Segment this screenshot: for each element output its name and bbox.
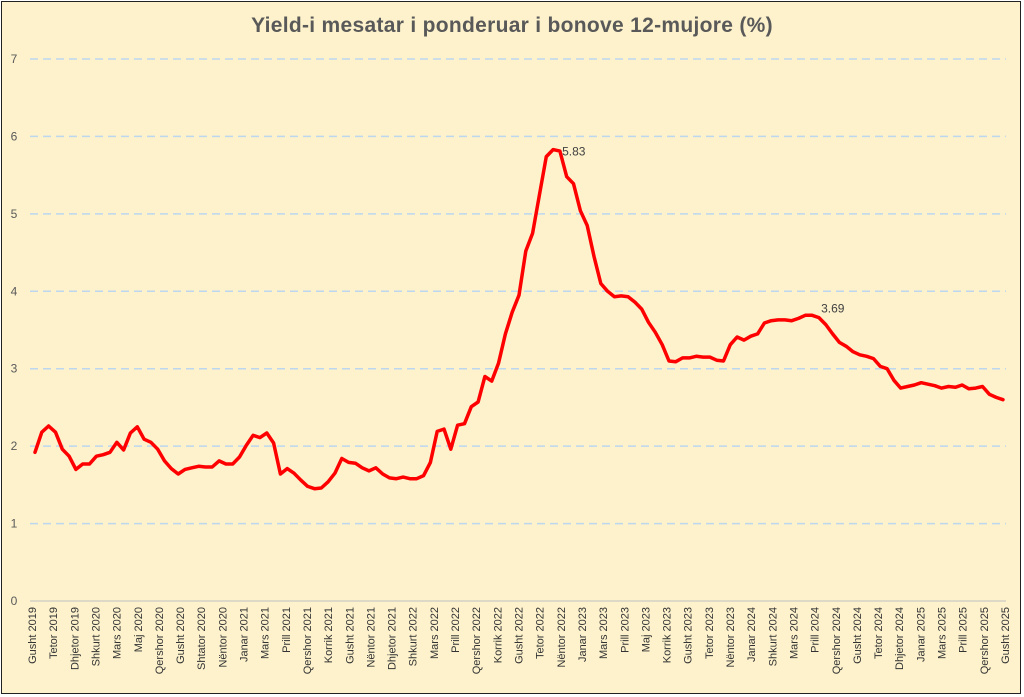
gridlines: [30, 58, 1006, 525]
x-tick-label: Qershor 2025: [979, 607, 991, 674]
x-tick-label: Mars 2022: [429, 607, 441, 659]
x-tick-label: Tetor 2024: [873, 607, 885, 659]
data-label: 3.69: [821, 301, 845, 315]
y-axis-ticks: 0 1 2 3 4 5 6 7: [11, 52, 18, 608]
x-tick-label: Dhjetor 2021: [387, 607, 399, 670]
x-tick-label: Maj 2023: [640, 607, 652, 652]
y-tick-label: 0: [11, 594, 18, 608]
x-tick-label: Korrik 2021: [323, 607, 335, 663]
x-tick-label: Prill 2024: [810, 607, 822, 653]
x-tick-label: Dhjetor 2024: [894, 607, 906, 670]
x-tick-label: Dhjetor 2019: [69, 607, 81, 670]
x-tick-label: Shkurt 2020: [90, 607, 102, 666]
x-tick-label: Janar 2024: [746, 607, 758, 662]
x-tick-label: Maj 2020: [133, 607, 145, 652]
y-tick-label: 4: [11, 284, 18, 298]
x-tick-label: Shtator 2020: [196, 607, 208, 670]
x-tick-label: Prill 2022: [450, 607, 462, 653]
y-tick-label: 2: [11, 439, 18, 453]
x-tick-label: Gusht 2023: [683, 607, 695, 664]
x-tick-label: Janar 2025: [915, 607, 927, 662]
x-tick-label: Korrik 2022: [492, 607, 504, 663]
x-tick-label: Qershor 2022: [471, 607, 483, 674]
x-tick-label: Korrik 2023: [662, 607, 674, 663]
x-tick-label: Mars 2025: [937, 607, 949, 659]
x-tick-label: Tetor 2019: [48, 607, 60, 659]
x-tick-label: Shkurt 2022: [408, 607, 420, 666]
series-layer: [33, 147, 1005, 491]
chart-title: Yield-i mesatar i ponderuar i bonove 12-…: [251, 14, 773, 37]
y-tick-label: 6: [11, 129, 18, 143]
x-tick-label: Shkurt 2024: [767, 607, 779, 666]
y-tick-label: 3: [11, 362, 18, 376]
series-line: [33, 147, 1005, 491]
y-tick-label: 1: [11, 517, 18, 531]
x-tick-label: Gusht 2025: [1000, 607, 1012, 664]
x-tick-label: Mars 2020: [112, 607, 124, 659]
x-tick-label: Tetor 2022: [535, 607, 547, 659]
x-axis-ticks: Gusht 2019 Tetor 2019 Dhjetor 2019 Shkurt 2…: [27, 607, 1012, 674]
x-tick-label: Gusht 2024: [852, 607, 864, 664]
y-tick-label: 7: [11, 52, 18, 66]
x-tick-label: Nëntor 2022: [556, 607, 568, 668]
x-tick-label: Gusht 2022: [514, 607, 526, 664]
x-tick-label: Nëntor 2023: [725, 607, 737, 668]
x-tick-label: Prill 2023: [619, 607, 631, 653]
data-label: 5.83: [562, 145, 586, 159]
x-tick-label: Janar 2021: [239, 607, 251, 662]
x-tick-label: Mars 2021: [260, 607, 272, 659]
x-tick-label: Gusht 2021: [344, 607, 356, 664]
x-tick-label: Qershor 2020: [154, 607, 166, 674]
x-tick-label: Gusht 2019: [27, 607, 39, 664]
x-tick-label: Mars 2024: [788, 607, 800, 659]
x-tick-label: Mars 2023: [598, 607, 610, 659]
x-tick-label: Prill 2021: [281, 607, 293, 653]
x-tick-label: Nëntor 2020: [217, 607, 229, 668]
x-tick-label: Prill 2025: [958, 607, 970, 653]
x-tick-label: Qershor 2024: [831, 607, 843, 674]
y-tick-label: 5: [11, 207, 18, 221]
x-tick-label: Qershor 2021: [302, 607, 314, 674]
x-tick-label: Nëntor 2021: [365, 607, 377, 668]
x-tick-label: Gusht 2020: [175, 607, 187, 664]
data-labels: 5.833.692.6: [562, 145, 845, 316]
x-tick-label: Tetor 2023: [704, 607, 716, 659]
x-tick-label: Janar 2023: [577, 607, 589, 662]
